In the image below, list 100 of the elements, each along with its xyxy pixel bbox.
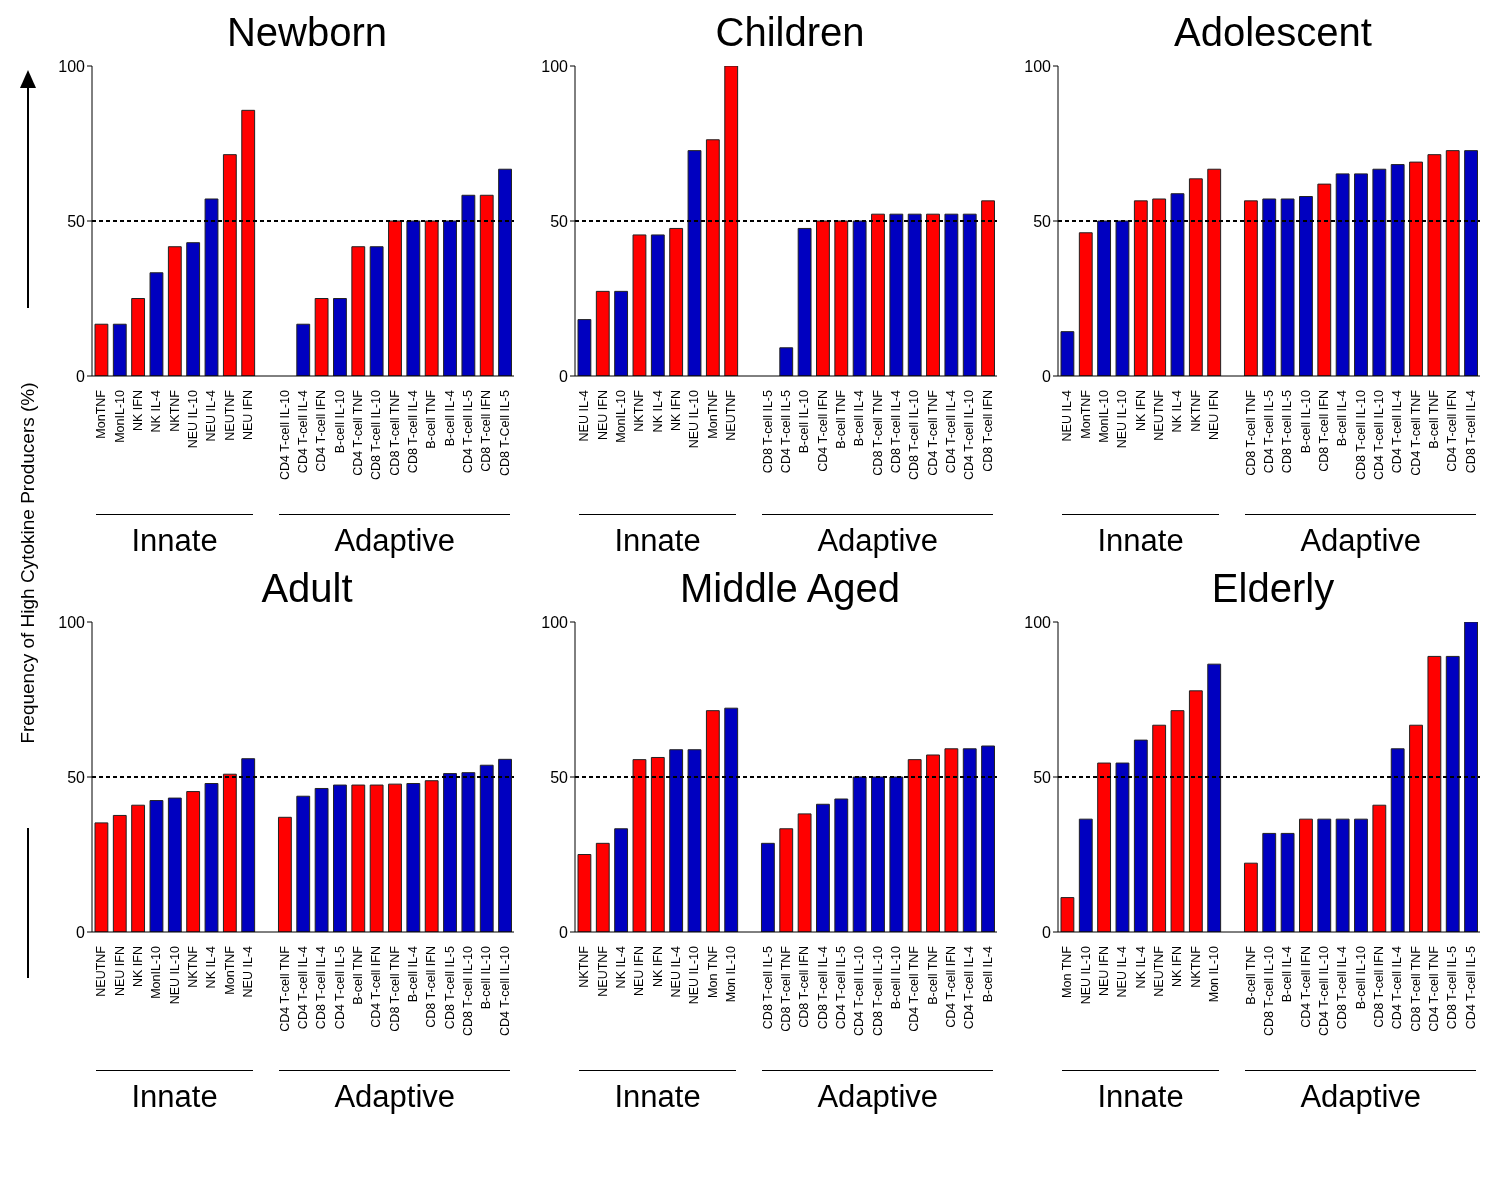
x-tick-label: CD8 T-cell IL-10 (1353, 389, 1368, 481)
x-tick-label: CD8 T-cell IL-5 (1280, 389, 1295, 474)
x-tick-label: CD4 T-cell TNF (277, 945, 292, 1032)
x-tick-label: NKTNF (167, 389, 182, 432)
bar (1115, 762, 1130, 932)
x-tick-label: CD8 T-cell TNF (779, 945, 793, 1032)
x-tick-label: NKTNF (1188, 945, 1203, 988)
x-tick-label: CD4 T-cell IL-5 (1463, 945, 1478, 1030)
bar (669, 749, 684, 932)
x-tick-label: CD8 T-cell IL-10 (461, 945, 476, 1037)
x-tick-label: NEU IL-4 (577, 389, 592, 442)
x-tick-label: NEU IL-10 (687, 945, 702, 1005)
text: Adaptive (333, 523, 457, 559)
x-tick-label: CD4 T-cell IL-5 (1262, 389, 1276, 474)
bar (1078, 232, 1093, 376)
bar (852, 220, 867, 376)
x-tick-label: NK IFN (650, 946, 665, 987)
x-tick-label: CD4 T-cell TNF (925, 389, 940, 476)
chart-title: Adult (260, 565, 354, 612)
bar (1207, 168, 1222, 376)
x-tick-label: CD4 T-cell IFN (314, 390, 329, 472)
x-tick-label: NEU IFN (1096, 946, 1111, 996)
x-tick-label: NEU IL-4 (204, 389, 219, 442)
text: Innate (130, 523, 219, 559)
bar (834, 798, 849, 932)
bar (595, 290, 610, 376)
bar (669, 227, 684, 376)
bar (479, 194, 494, 376)
bar (498, 168, 512, 376)
text: Adaptive (1299, 523, 1423, 559)
x-tick-label: CD4 T-cell IL-10 (1372, 389, 1387, 481)
bar (94, 323, 109, 376)
bar (779, 828, 794, 932)
bar (131, 298, 146, 376)
bar (687, 150, 702, 376)
bar (1335, 818, 1350, 932)
bar (94, 822, 109, 932)
bar (443, 773, 457, 932)
x-tick-label: B-cell TNF (1427, 389, 1442, 449)
bar (461, 772, 476, 932)
bar (241, 109, 256, 376)
bar (1299, 818, 1313, 932)
x-tick-label: Mon IL-10 (1206, 945, 1221, 1003)
x-tick-label: CD4 T-cell IFN (815, 390, 830, 472)
x-tick-label: CD4 T-cell IFN (1298, 946, 1313, 1028)
x-tick-label: NK IFN (1133, 390, 1148, 431)
x-tick-label: NEU IFN (112, 946, 127, 996)
bar (907, 759, 922, 932)
x-tick-label: CD4 T-cell IL-10 (277, 389, 292, 481)
bar (962, 748, 977, 932)
text: Innate (1096, 523, 1185, 559)
x-tick-label: NK IL-4 (1170, 389, 1185, 433)
bar (1317, 183, 1332, 376)
bar (760, 842, 775, 932)
x-tick-label: CD4 T-cell IL-4 (962, 945, 977, 1030)
bar (112, 323, 127, 376)
x-tick-label: CD4 T-cell IL-4 (944, 389, 959, 474)
bar (907, 213, 922, 376)
text: Innate (130, 1079, 219, 1115)
bar (296, 795, 311, 932)
x-tick-label: Mon TNF (705, 945, 720, 998)
y-tick-label: 100 (1024, 57, 1052, 75)
chart-title: Adolescent (1173, 9, 1373, 56)
bar (595, 842, 610, 932)
bar (1335, 173, 1350, 376)
bar (614, 290, 629, 376)
x-tick-label: Mon IL-10 (723, 945, 738, 1003)
bar (314, 787, 329, 932)
x-tick-label: MonIL-10 (1096, 389, 1111, 443)
bar (889, 776, 904, 932)
x-tick-label: CD8 T-cell IFN (1317, 390, 1332, 472)
y-tick-label: 0 (559, 367, 569, 385)
x-tick-label: B-cell IL-10 (332, 389, 347, 454)
bar (816, 220, 830, 376)
x-tick-label: B-cell IL-10 (797, 389, 812, 454)
bar (981, 745, 995, 932)
x-tick-label: NK IFN (130, 946, 145, 987)
x-tick-label: NEU IL-10 (687, 389, 702, 449)
bar (1299, 196, 1313, 376)
bar (1464, 622, 1478, 932)
bar (1188, 690, 1203, 932)
bar (1262, 198, 1277, 376)
bar (1445, 150, 1460, 376)
x-tick-label: B-cell IL-4 (852, 389, 867, 447)
bar (406, 220, 421, 376)
bar (687, 749, 702, 932)
bar (167, 246, 182, 376)
x-tick-label: NK IL-4 (613, 945, 628, 989)
x-tick-label: CD8 T-cell TNF (870, 389, 885, 476)
bar (797, 813, 812, 932)
x-tick-label: MonTNF (705, 389, 720, 439)
text: Adaptive (816, 523, 940, 559)
bar (705, 710, 720, 932)
y-tick-label: 0 (76, 367, 86, 385)
bar (1354, 173, 1368, 376)
y-tick-label: 0 (1042, 367, 1052, 385)
text: Innate (613, 523, 702, 559)
bar (962, 213, 977, 376)
x-tick-label: B-cell IL-10 (1298, 389, 1313, 454)
bar (1427, 154, 1442, 376)
